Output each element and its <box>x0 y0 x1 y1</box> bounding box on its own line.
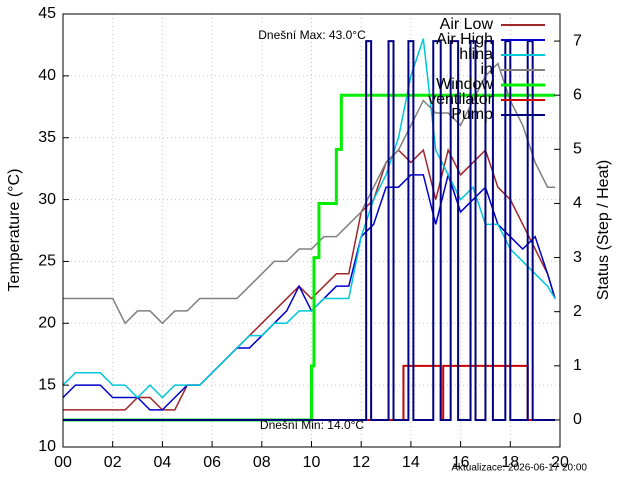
legend-label: Pump <box>451 106 493 123</box>
legend-label: ventilator <box>428 91 494 108</box>
x-tick-label: 18 <box>501 454 519 471</box>
y2-tick-label: 2 <box>573 303 582 320</box>
y-tick-label: 45 <box>38 5 56 22</box>
series-line <box>63 40 556 421</box>
series-line <box>63 62 556 325</box>
y-tick-label: 25 <box>38 253 56 270</box>
legend-label: Window <box>436 76 493 93</box>
x-tick-label: 16 <box>452 454 470 471</box>
series-line <box>62 38 556 399</box>
x-tick-label: 10 <box>303 454 321 471</box>
y-tick-label: 10 <box>38 438 56 455</box>
legend-label: Air High <box>436 31 493 48</box>
legend-label: in <box>481 61 493 78</box>
x-tick-label: 06 <box>203 454 221 471</box>
x-tick-label: 14 <box>402 454 420 471</box>
legend-label: Air Low <box>440 16 494 33</box>
y-axis-label: Temperature (°C) <box>6 169 23 292</box>
x-tick-label: 12 <box>352 454 370 471</box>
y-tick-label: 15 <box>38 376 56 393</box>
y2-tick-label: 5 <box>573 141 582 158</box>
y-tick-label: 20 <box>38 315 56 332</box>
y2-tick-label: 7 <box>573 32 582 49</box>
annotation: Dnešní Min: 14.0°C <box>260 418 365 432</box>
x-tick-label: 04 <box>154 454 172 471</box>
y2-tick-label: 0 <box>573 411 582 428</box>
series-line <box>63 93 556 422</box>
y-tick-label: 40 <box>38 67 56 84</box>
y2-axis-label: Status (Step / Heat) <box>595 160 612 301</box>
legend-label: hlina <box>459 46 493 63</box>
series-line <box>63 147 556 411</box>
y-tick-label: 35 <box>38 129 56 146</box>
y2-tick-label: 4 <box>573 195 582 212</box>
x-tick-label: 00 <box>54 454 72 471</box>
annotation: Aktualizace: 2026-06-17 20:00 <box>451 463 587 474</box>
annotation: Dnešní Max: 43.0°C <box>258 28 366 42</box>
x-tick-label: 02 <box>104 454 122 471</box>
y2-tick-label: 3 <box>573 249 582 266</box>
y2-tick-label: 1 <box>573 357 582 374</box>
y-tick-label: 30 <box>38 191 56 208</box>
y2-tick-label: 6 <box>573 86 582 103</box>
x-tick-label: 08 <box>253 454 271 471</box>
x-tick-label: 20 <box>551 454 569 471</box>
plot-lines <box>62 38 556 422</box>
